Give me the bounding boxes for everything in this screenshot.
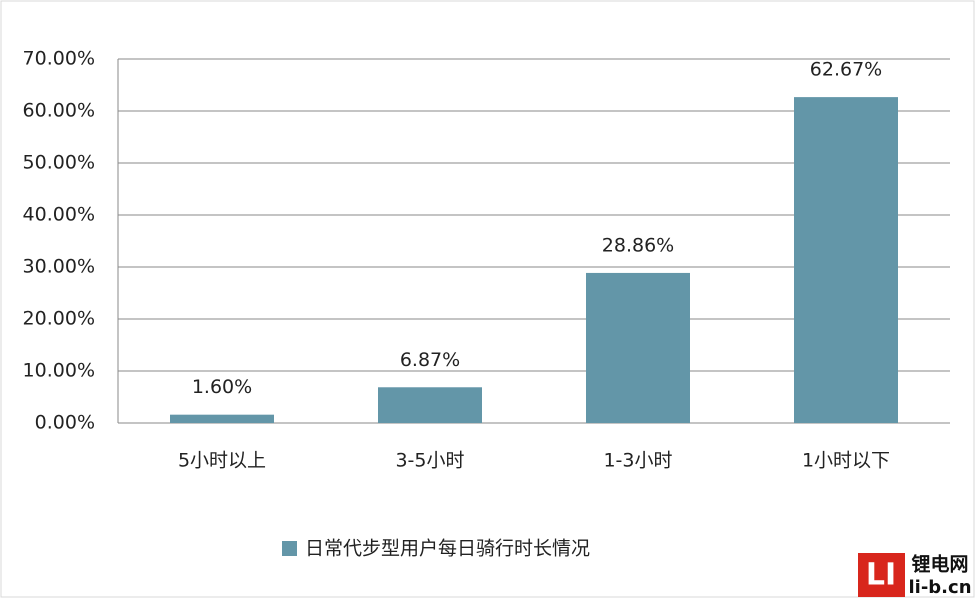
- data-label: 6.87%: [400, 349, 460, 371]
- y-tick-label: 60.00%: [23, 100, 95, 122]
- bar: [170, 414, 274, 423]
- watermark-url: li-b.cn: [908, 577, 971, 598]
- bar: [378, 387, 482, 423]
- x-tick-label: 1小时以下: [802, 450, 890, 472]
- data-label: 1.60%: [192, 376, 252, 398]
- watermark: LI 锂电网 li-b.cn: [858, 553, 972, 598]
- y-tick-label: 50.00%: [23, 152, 95, 174]
- y-tick-label: 30.00%: [23, 256, 95, 278]
- watermark-logo-box: [858, 553, 905, 597]
- data-label: 62.67%: [810, 59, 882, 81]
- x-tick-label: 1-3小时: [603, 450, 672, 472]
- y-tick-label: 20.00%: [23, 308, 95, 330]
- legend-swatch: [282, 541, 297, 556]
- bar: [794, 97, 898, 423]
- data-label: 28.86%: [602, 234, 674, 256]
- legend-label: 日常代步型用户每日骑行时长情况: [305, 538, 590, 560]
- watermark-name: 锂电网: [911, 553, 968, 576]
- y-tick-label: 0.00%: [35, 412, 95, 434]
- bar: [586, 272, 690, 423]
- x-tick-label: 3-5小时: [395, 450, 464, 472]
- y-tick-label: 40.00%: [23, 204, 95, 226]
- x-tick-label: 5小时以上: [178, 450, 266, 472]
- y-tick-label: 70.00%: [23, 48, 95, 70]
- watermark-logo: LI: [866, 558, 896, 593]
- y-tick-label: 10.00%: [23, 360, 95, 382]
